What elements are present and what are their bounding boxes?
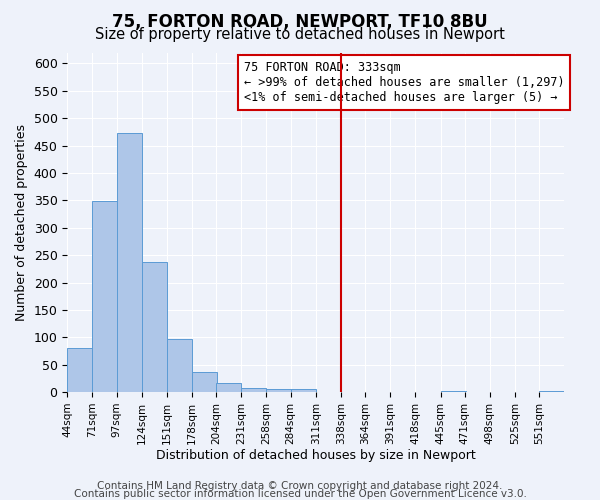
Bar [266, 389, 292, 392]
Y-axis label: Number of detached properties: Number of detached properties [15, 124, 28, 321]
Text: 75, FORTON ROAD, NEWPORT, TF10 8BU: 75, FORTON ROAD, NEWPORT, TF10 8BU [112, 12, 488, 30]
Bar [67, 348, 92, 392]
Text: Contains public sector information licensed under the Open Government Licence v3: Contains public sector information licen… [74, 489, 526, 499]
Bar [241, 388, 266, 392]
Bar [92, 202, 118, 392]
Bar [216, 383, 241, 392]
Bar [167, 339, 192, 392]
Text: Contains HM Land Registry data © Crown copyright and database right 2024.: Contains HM Land Registry data © Crown c… [97, 481, 503, 491]
Text: 75 FORTON ROAD: 333sqm
← >99% of detached houses are smaller (1,297)
<1% of semi: 75 FORTON ROAD: 333sqm ← >99% of detache… [244, 61, 565, 104]
Bar [192, 372, 217, 392]
Bar [290, 390, 316, 392]
X-axis label: Distribution of detached houses by size in Newport: Distribution of detached houses by size … [156, 450, 476, 462]
Text: Size of property relative to detached houses in Newport: Size of property relative to detached ho… [95, 28, 505, 42]
Bar [440, 391, 466, 392]
Bar [116, 133, 142, 392]
Bar [142, 262, 167, 392]
Bar [539, 391, 564, 392]
